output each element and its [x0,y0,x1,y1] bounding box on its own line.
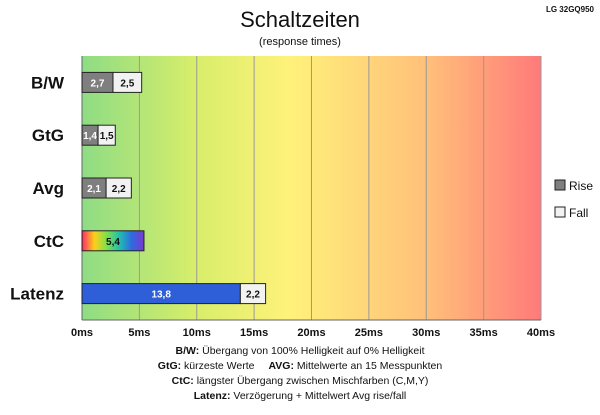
bar-fall [239,283,267,305]
category-label: B/W [31,73,65,92]
chart-title: Schaltzeiten [240,7,360,32]
x-tick-label: 5ms [128,327,150,339]
footnote-latenz: Latenz: Verzögerung + Mittelwert Avg ris… [194,390,407,402]
legend-fall-swatch [554,206,566,218]
category-labels: B/W GtG Avg CtC Latenz [10,73,65,303]
legend: Rise Fall [554,179,593,220]
bar-fall-label: 1,5 [100,131,114,142]
legend-rise-label: Rise [569,179,593,193]
bar-fall [105,177,132,199]
bar-fall-label: 2,5 [120,78,134,89]
bar-rise [81,230,145,252]
bar-rise-label: 2,7 [91,78,105,89]
bar-rise-label: 1,4 [83,131,97,142]
legend-rise-swatch [554,179,566,191]
x-tick-label: 15ms [240,327,268,339]
footnotes: B/W: Übergang von 100% Helligkeit auf 0%… [158,345,443,402]
footnote-gtg: GtG: kürzeste Werte AVG: Mittelwerte an 1… [158,360,443,372]
bar-fall [112,71,143,93]
x-tick-labels: 0ms 5ms 10ms 15ms 20ms 25ms 30ms 35ms 40ms [71,327,555,339]
model-label: LG 32GQ950 [546,5,595,14]
bar-fall-label: 2,2 [112,184,126,195]
footnote-ctc: CtC: längster Übergang zwischen Mischfar… [172,375,429,387]
x-tick-label: 20ms [297,327,325,339]
x-tick-label: 35ms [470,327,498,339]
chart-subtitle: (response times) [259,36,341,48]
category-label: Avg [33,179,65,198]
x-tick-label: 30ms [412,327,440,339]
bar-fall-label: 2,2 [246,290,260,301]
bar-rise-label: 13,8 [151,290,171,301]
x-tick-label: 40ms [527,327,555,339]
x-tick-label: 0ms [71,327,93,339]
bars: 2,7 2,5 1,4 1,5 2,1 2,2 5,4 13,8 2,2 [81,71,267,305]
x-tick-label: 25ms [355,327,383,339]
category-label: Latenz [10,285,64,304]
bar-fall [97,124,116,146]
legend-fall-label: Fall [569,206,588,220]
bar-rise-label: 2,1 [87,184,101,195]
footnote-bw: B/W: Übergang von 100% Helligkeit auf 0%… [175,345,424,357]
x-tick-label: 10ms [183,327,211,339]
category-label: GtG [32,126,64,145]
bar-rise-label: 5,4 [106,237,120,248]
category-label: CtC [34,232,64,251]
